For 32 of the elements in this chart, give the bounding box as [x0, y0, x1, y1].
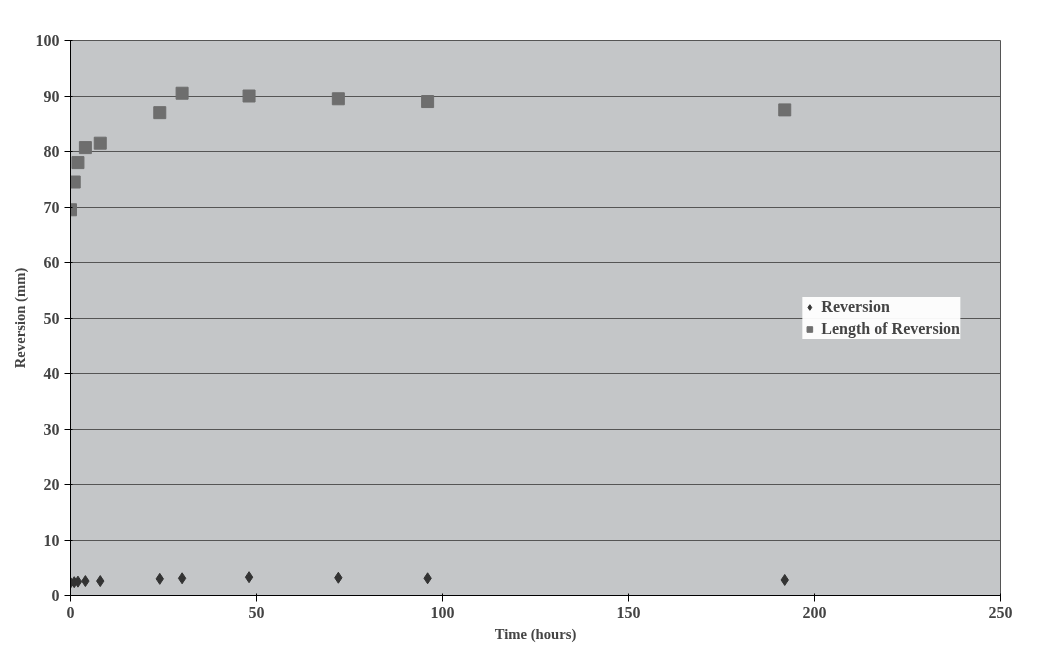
y-axis-title: Reversion (mm) — [11, 267, 29, 369]
x-axis-title: Time (hours) — [494, 625, 577, 643]
y-tick-label: 90 — [43, 87, 60, 105]
x-tick-label: 0 — [66, 603, 75, 621]
point — [331, 92, 345, 106]
y-tick-label: 80 — [43, 143, 60, 160]
y-tick-label: 30 — [43, 420, 60, 438]
legend-label: Length of Reversion — [821, 319, 960, 338]
point — [242, 89, 256, 103]
y-tick-label: 20 — [43, 476, 60, 493]
point — [421, 95, 435, 109]
point — [175, 86, 189, 100]
x-tick-label: 50 — [248, 603, 265, 621]
legend-label: Reversion — [821, 297, 890, 316]
x-tick-label: 150 — [616, 603, 641, 621]
y-tick-label: 60 — [43, 254, 60, 271]
point — [93, 136, 107, 150]
x-tick-label: 200 — [802, 603, 827, 621]
y-tick-label: 70 — [43, 198, 60, 216]
y-tick-label: 100 — [35, 32, 60, 49]
point — [78, 141, 92, 155]
point — [71, 156, 85, 170]
x-tick-label: 100 — [430, 603, 455, 621]
point — [244, 571, 254, 584]
point — [778, 103, 792, 117]
x-tick-label: 250 — [988, 603, 1013, 621]
y-tick-label: 50 — [43, 309, 60, 327]
point — [177, 572, 187, 585]
y-tick-label: 0 — [51, 587, 60, 604]
point — [153, 106, 167, 120]
y-tick-label: 10 — [43, 531, 60, 549]
y-tick-label: 40 — [43, 365, 60, 382]
